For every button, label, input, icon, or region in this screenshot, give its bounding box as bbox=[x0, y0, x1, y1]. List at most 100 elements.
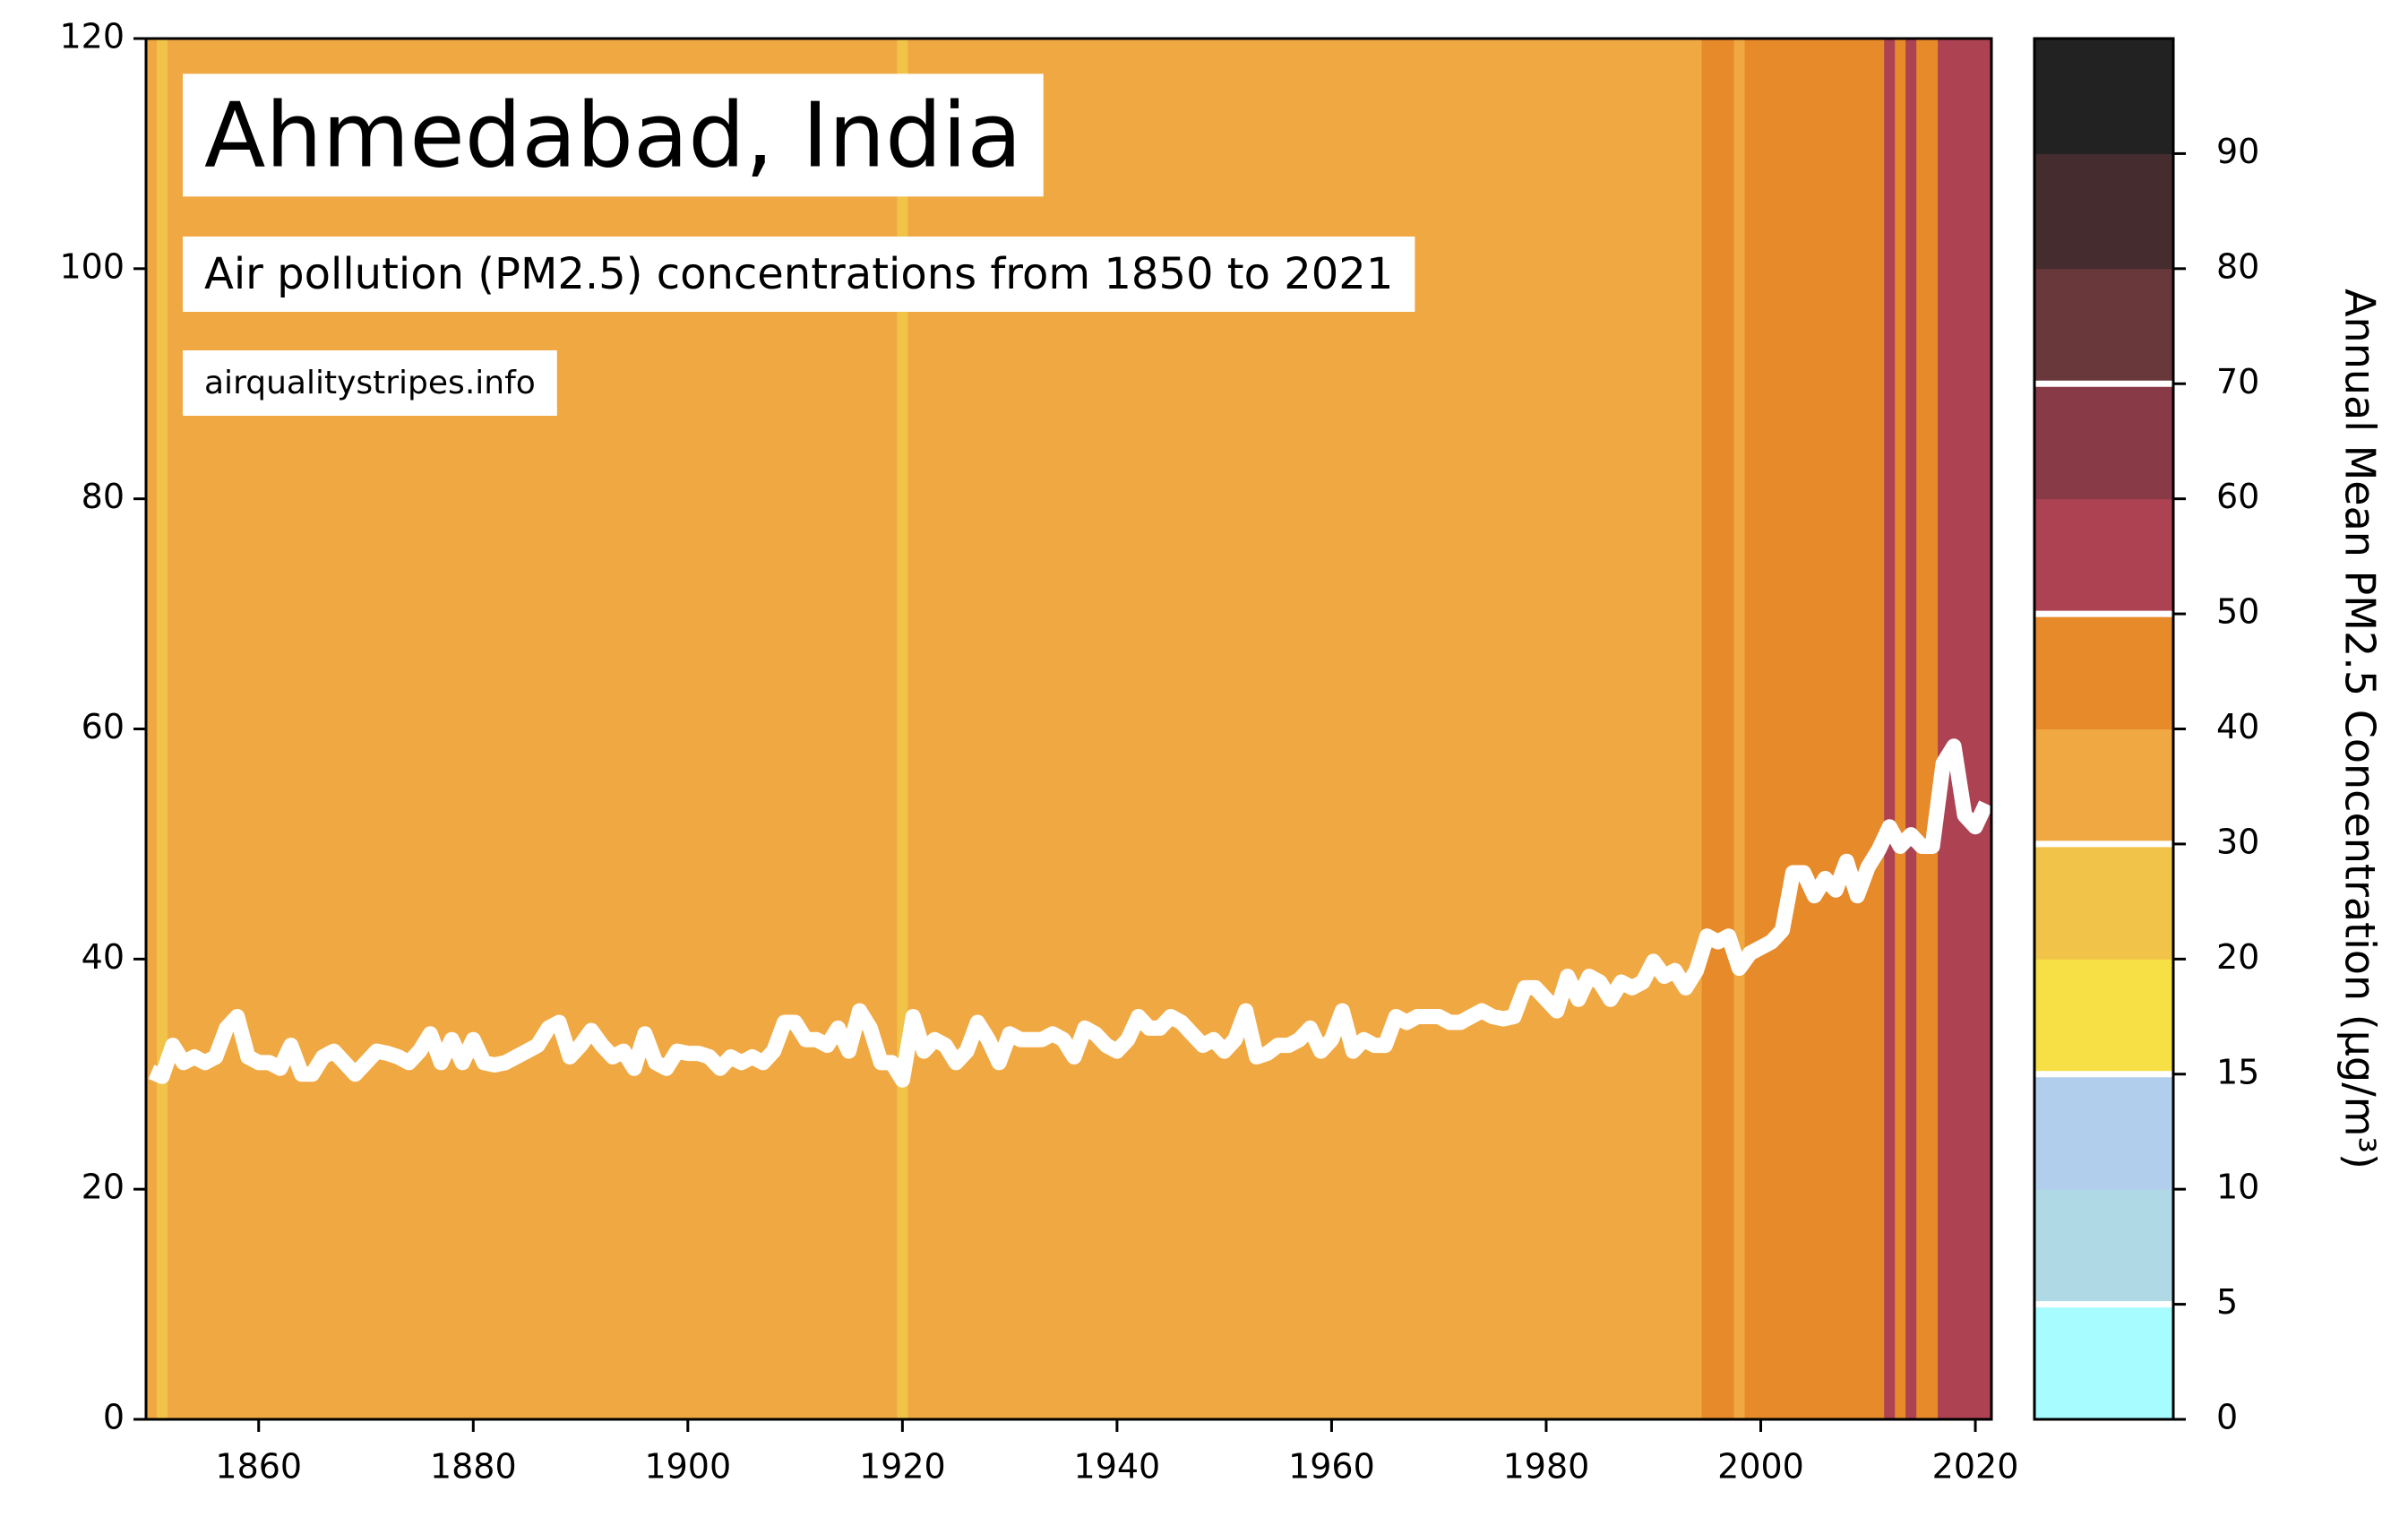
y-tick-label: 20 bbox=[82, 1168, 125, 1207]
stripe bbox=[1229, 39, 1242, 1419]
stripe bbox=[1680, 39, 1692, 1419]
stripe bbox=[1122, 39, 1134, 1419]
y-tick-label: 100 bbox=[59, 246, 125, 286]
stripe bbox=[1079, 39, 1091, 1419]
colorbar-band bbox=[2034, 498, 2173, 615]
colorbar-band bbox=[2034, 268, 2173, 384]
stripe bbox=[167, 39, 179, 1419]
stripe bbox=[1380, 39, 1391, 1419]
stripe bbox=[1069, 39, 1080, 1419]
stripe bbox=[1938, 39, 1949, 1419]
chart-source: airqualitystripes.info bbox=[204, 365, 536, 401]
stripe bbox=[1647, 39, 1660, 1419]
stripe bbox=[1304, 39, 1317, 1419]
colorbar-band bbox=[2034, 1073, 2173, 1190]
stripe bbox=[156, 39, 168, 1419]
stripe bbox=[1927, 39, 1939, 1419]
colorbar-band bbox=[2034, 39, 2173, 154]
chart-title: Ahmedabad, India bbox=[204, 82, 1022, 187]
stripe bbox=[1819, 39, 1831, 1419]
stripe bbox=[1272, 39, 1285, 1419]
stripe bbox=[940, 39, 951, 1419]
stripe bbox=[800, 39, 813, 1419]
stripe bbox=[617, 39, 630, 1419]
stripe bbox=[929, 39, 941, 1419]
x-tick-label: 1980 bbox=[1503, 1447, 1590, 1487]
colorbar-tick-label: 50 bbox=[2216, 592, 2259, 632]
stripe bbox=[1766, 39, 1778, 1419]
x-tick-label: 2000 bbox=[1717, 1447, 1804, 1487]
x-tick-label: 1880 bbox=[430, 1447, 517, 1487]
pm25-line bbox=[148, 738, 1991, 1088]
stripe bbox=[1787, 39, 1800, 1419]
stripe bbox=[725, 39, 737, 1419]
stripe bbox=[1337, 39, 1348, 1419]
stripe bbox=[1132, 39, 1145, 1419]
stripe bbox=[1476, 39, 1488, 1419]
stripe bbox=[1466, 39, 1477, 1419]
stripe bbox=[1058, 39, 1070, 1419]
stripe bbox=[1036, 39, 1048, 1419]
stripe bbox=[1916, 39, 1928, 1419]
stripe bbox=[1240, 39, 1252, 1419]
chart-subtitle: Air pollution (PM2.5) concentrations fro… bbox=[204, 249, 1393, 299]
colorbar-tick-label: 10 bbox=[2216, 1168, 2259, 1207]
stripe bbox=[703, 39, 716, 1419]
stripe bbox=[993, 39, 1005, 1419]
stripe bbox=[1895, 39, 1906, 1419]
stripe bbox=[1776, 39, 1789, 1419]
colorbar-tick-label: 70 bbox=[2216, 362, 2259, 401]
stripe bbox=[1959, 39, 1971, 1419]
stripe bbox=[1498, 39, 1509, 1419]
stripe bbox=[875, 39, 887, 1419]
stripe bbox=[1862, 39, 1874, 1419]
x-tick-label: 1900 bbox=[644, 1447, 731, 1487]
stripe bbox=[1809, 39, 1820, 1419]
stripe bbox=[1637, 39, 1649, 1419]
stripe bbox=[1401, 39, 1413, 1419]
stripe bbox=[1197, 39, 1209, 1419]
colorbar-band bbox=[2034, 1304, 2173, 1420]
stripe bbox=[1186, 39, 1199, 1419]
stripe bbox=[1690, 39, 1703, 1419]
stripe bbox=[811, 39, 823, 1419]
stripe bbox=[597, 39, 608, 1419]
stripe bbox=[1347, 39, 1359, 1419]
stripe bbox=[1047, 39, 1059, 1419]
stripe bbox=[1561, 39, 1574, 1419]
stripe bbox=[768, 39, 780, 1419]
stripe bbox=[1852, 39, 1863, 1419]
stripe bbox=[1626, 39, 1638, 1419]
stripe bbox=[1283, 39, 1295, 1419]
colorbar-tick-label: 5 bbox=[2216, 1282, 2238, 1322]
stripe bbox=[1594, 39, 1606, 1419]
stripe bbox=[1089, 39, 1102, 1419]
stripe bbox=[1175, 39, 1188, 1419]
stripe bbox=[671, 39, 684, 1419]
y-tick-label: 60 bbox=[82, 707, 125, 746]
chart-source-box bbox=[183, 350, 557, 416]
stripe bbox=[1251, 39, 1263, 1419]
stripe bbox=[972, 39, 984, 1419]
colorbar-tick-label: 30 bbox=[2216, 822, 2259, 861]
x-tick-label: 2020 bbox=[1932, 1447, 2019, 1487]
colorbar-tick-label: 80 bbox=[2216, 246, 2259, 286]
chart-title-box bbox=[183, 73, 1044, 197]
stripe bbox=[1326, 39, 1338, 1419]
chart-subtitle-box bbox=[183, 237, 1415, 312]
stripe bbox=[1111, 39, 1123, 1419]
stripe bbox=[607, 39, 619, 1419]
stripe bbox=[843, 39, 856, 1419]
stripe bbox=[1015, 39, 1027, 1419]
stripe bbox=[950, 39, 962, 1419]
stripe bbox=[864, 39, 877, 1419]
stripe bbox=[821, 39, 834, 1419]
stripe bbox=[1733, 39, 1746, 1419]
x-tick-label: 1940 bbox=[1074, 1447, 1161, 1487]
stripe bbox=[1358, 39, 1370, 1419]
stripe bbox=[1798, 39, 1810, 1419]
stripe bbox=[961, 39, 973, 1419]
stripe bbox=[146, 39, 158, 1419]
colorbar-tick-label: 15 bbox=[2216, 1052, 2259, 1091]
